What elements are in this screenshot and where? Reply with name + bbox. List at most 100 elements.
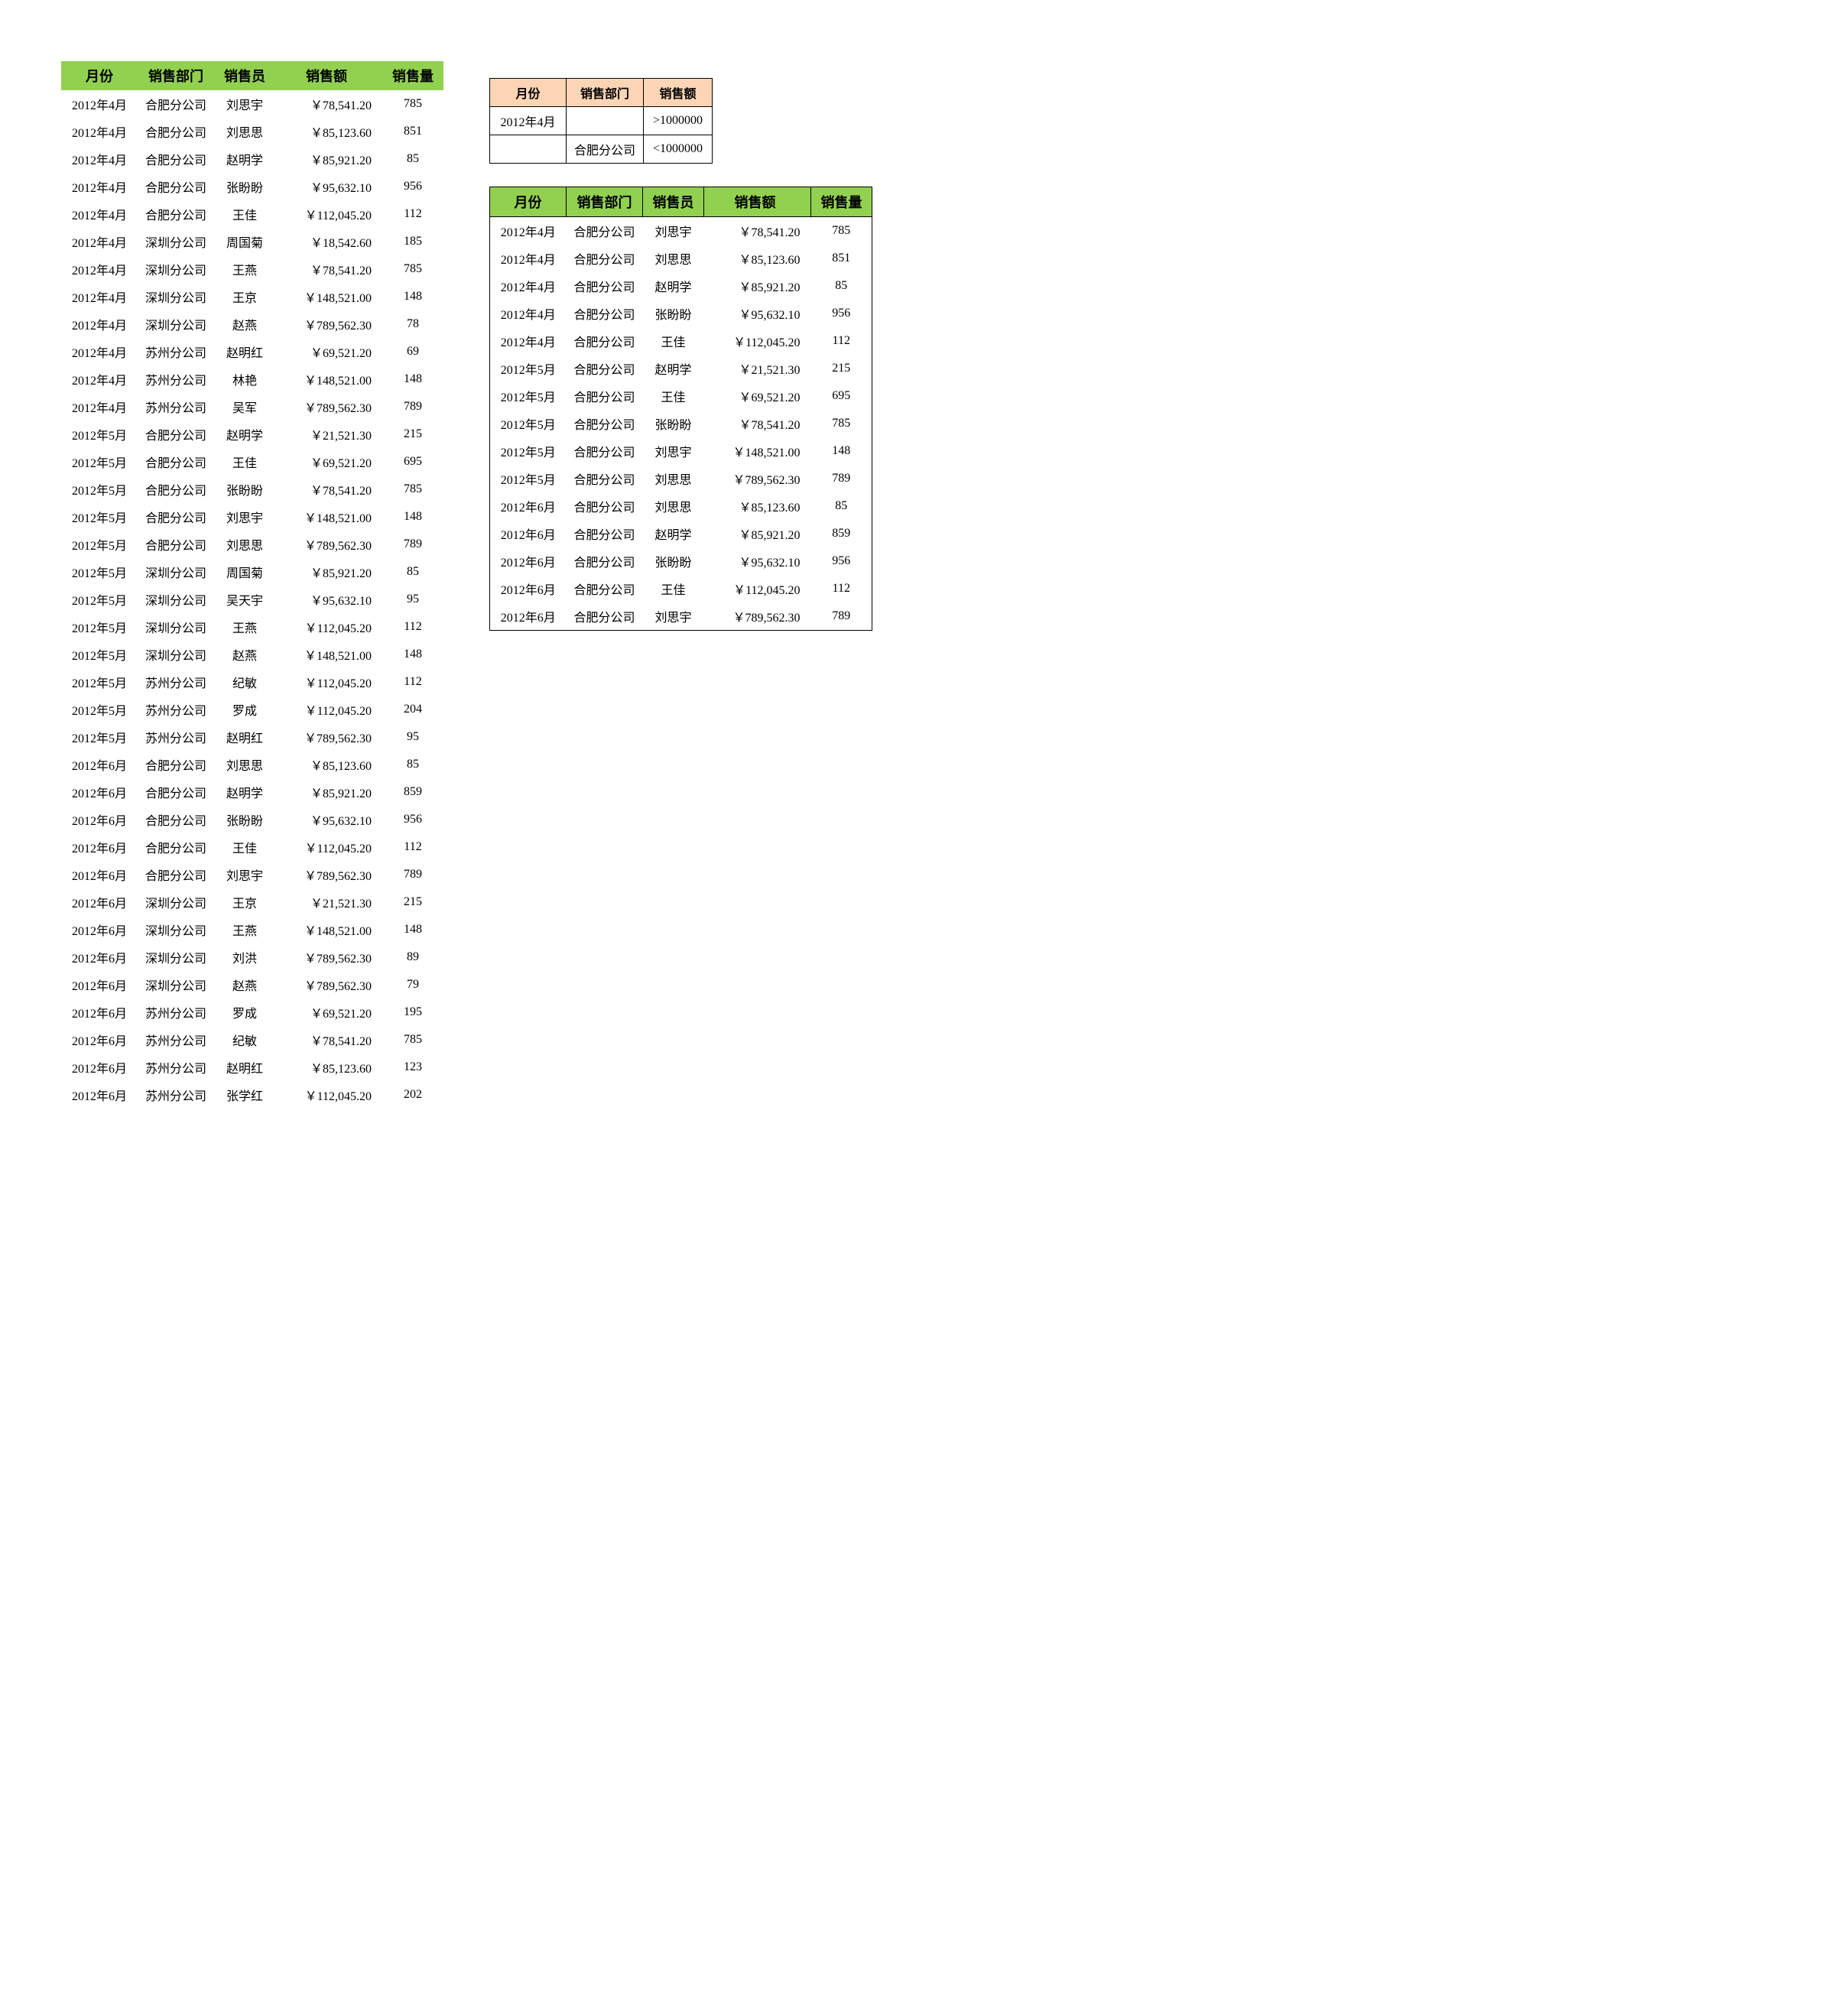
table-cell: 695 [382,448,443,476]
table-cell: 王佳 [643,575,704,602]
table-cell: 148 [382,916,443,943]
table-cell: 789 [811,465,872,492]
right-column: 月份 销售部门 销售额 2012年4月>1000000合肥分公司<1000000… [489,61,872,631]
table-cell: 合肥分公司 [567,575,643,602]
table-cell: 2012年6月 [490,547,567,575]
table-cell: 王佳 [214,448,275,476]
table-cell: 深圳分公司 [138,943,214,971]
table-cell: 合肥分公司 [567,547,643,575]
table-cell: 2012年4月 [61,173,138,200]
table-cell: 苏州分公司 [138,696,214,723]
table-cell: 深圳分公司 [138,641,214,668]
table-cell: 赵明学 [214,778,275,806]
filter-header-row: 月份 销售部门 销售额 [490,79,713,107]
filter-th-sales: 销售额 [644,79,713,107]
table-cell: ￥112,045.20 [275,696,382,723]
table-cell: 合肥分公司 [567,602,643,631]
table-cell: 112 [811,327,872,355]
table-cell: ￥112,045.20 [275,613,382,641]
table-cell: 195 [382,998,443,1026]
table-cell: 刘思宇 [214,861,275,888]
table-row: 2012年5月苏州分公司赵明红￥789,562.3095 [61,723,443,751]
table-cell: ￥69,521.20 [275,338,382,365]
table-row: 2012年4月合肥分公司刘思宇￥78,541.20785 [61,90,443,118]
table-cell: ￥112,045.20 [275,668,382,696]
table-cell: 785 [382,1026,443,1054]
table-cell: 215 [811,355,872,382]
table-row: 2012年6月苏州分公司赵明红￥85,123.60123 [61,1054,443,1081]
table-cell: 2012年4月 [61,145,138,173]
table-cell: 深圳分公司 [138,310,214,338]
table-cell: 苏州分公司 [138,723,214,751]
table-cell: ￥148,521.00 [275,641,382,668]
table-cell: 789 [811,602,872,631]
table-row: 2012年5月合肥分公司王佳￥69,521.20695 [490,382,872,410]
table-row: 2012年6月苏州分公司张学红￥112,045.20202 [61,1081,443,1109]
table-cell: 789 [382,861,443,888]
table-cell: 合肥分公司 [567,465,643,492]
table-cell: ￥78,541.20 [275,255,382,283]
table-cell: 刘思思 [643,245,704,272]
table-cell: 深圳分公司 [138,255,214,283]
table-cell: 2012年5月 [61,641,138,668]
table-cell: 2012年5月 [61,503,138,531]
table-cell: 85 [382,751,443,778]
table-cell: 合肥分公司 [567,437,643,465]
table-cell: 合肥分公司 [138,531,214,558]
table-cell: ￥18,542.60 [275,228,382,255]
table-cell: 2012年6月 [61,998,138,1026]
table-cell: 789 [382,531,443,558]
table-cell: 苏州分公司 [138,1026,214,1054]
table-cell: 956 [382,173,443,200]
table-cell: 合肥分公司 [138,476,214,503]
table-cell: 王京 [214,283,275,310]
table-cell: 合肥分公司 [567,492,643,520]
table-cell: 202 [382,1081,443,1109]
table-cell: 深圳分公司 [138,558,214,586]
table-row: 2012年6月合肥分公司王佳￥112,045.20112 [490,575,872,602]
table-cell: 王佳 [214,833,275,861]
table-cell: 赵明红 [214,1054,275,1081]
table-cell: ￥95,632.10 [275,173,382,200]
table-cell: 合肥分公司 [138,861,214,888]
table-cell: 赵明红 [214,723,275,751]
table-row: 2012年6月合肥分公司刘思宇￥789,562.30789 [61,861,443,888]
table-cell: 合肥分公司 [138,751,214,778]
table-cell: 2012年5月 [61,696,138,723]
table-cell: ￥95,632.10 [275,586,382,613]
table-cell: ￥789,562.30 [275,393,382,420]
table-cell: 合肥分公司 [567,300,643,327]
table-cell: 林艳 [214,365,275,393]
table-cell: 2012年5月 [490,437,567,465]
table-cell: 69 [382,338,443,365]
table-cell: ￥85,123.60 [275,118,382,145]
table-row: 2012年5月合肥分公司赵明学￥21,521.30215 [61,420,443,448]
table-row: 2012年5月合肥分公司赵明学￥21,521.30215 [490,355,872,382]
table-row: 2012年4月合肥分公司刘思宇￥78,541.20785 [490,217,872,245]
table-cell: ￥85,123.60 [275,1054,382,1081]
table-cell: 张盼盼 [643,300,704,327]
filter-th-dept: 销售部门 [567,79,644,107]
table-cell: 785 [382,476,443,503]
table-cell: 王京 [214,888,275,916]
table-row: 2012年6月合肥分公司刘思思￥85,123.6085 [490,492,872,520]
table-cell: 深圳分公司 [138,613,214,641]
table-cell: 王燕 [214,613,275,641]
table-cell: ￥78,541.20 [704,217,811,245]
table-row: 2012年5月深圳分公司王燕￥112,045.20112 [61,613,443,641]
main-sales-table: 月份 销售部门 销售员 销售额 销售量 2012年4月合肥分公司刘思宇￥78,5… [61,61,443,1109]
table-cell: 合肥分公司 [567,410,643,437]
table-row: 2012年6月深圳分公司赵燕￥789,562.3079 [61,971,443,998]
table-cell: ￥789,562.30 [275,971,382,998]
table-cell: 2012年4月 [490,245,567,272]
table-cell: 合肥分公司 [567,272,643,300]
table-row: 2012年6月合肥分公司刘思思￥85,123.6085 [61,751,443,778]
table-cell: 2012年6月 [61,861,138,888]
table-row: 2012年5月合肥分公司刘思宇￥148,521.00148 [490,437,872,465]
table-cell: 周国菊 [214,558,275,586]
table-cell: 纪敏 [214,668,275,696]
table-cell: 合肥分公司 [138,200,214,228]
table-cell: ￥85,921.20 [704,520,811,547]
table-cell: ￥85,921.20 [275,145,382,173]
table-cell: 吴天宇 [214,586,275,613]
